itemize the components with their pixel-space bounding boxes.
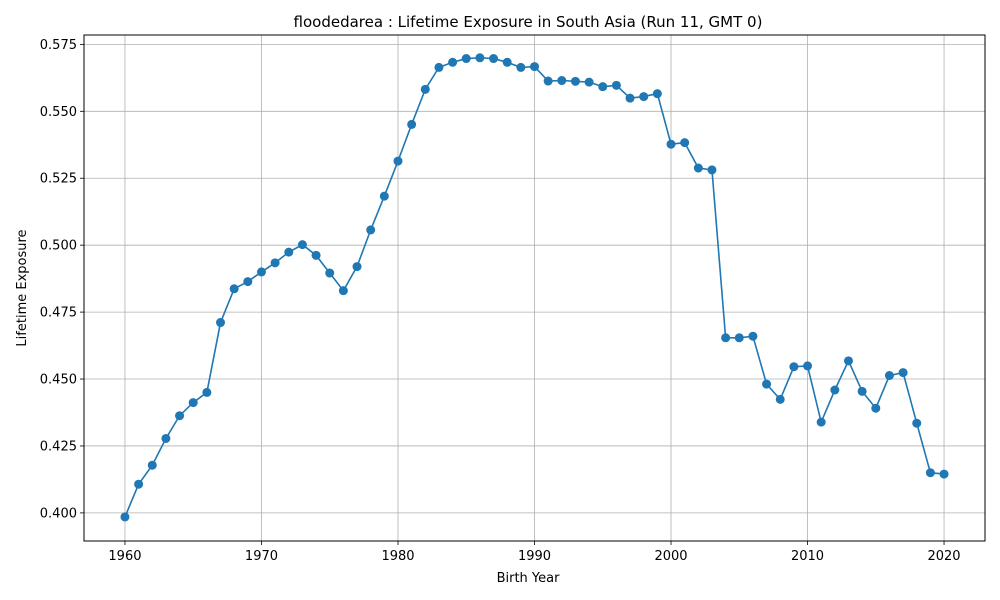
data-point — [816, 417, 826, 427]
y-tick-label: 0.500 — [40, 239, 77, 254]
data-point — [762, 379, 772, 389]
data-point — [297, 240, 307, 250]
y-axis-title: Lifetime Exposure — [15, 229, 30, 346]
data-point — [420, 84, 430, 94]
data-point — [530, 62, 539, 72]
grid — [84, 35, 985, 541]
data-point — [475, 53, 485, 63]
y-tick-label: 0.525 — [40, 172, 77, 187]
data-point — [680, 138, 690, 148]
data-point — [270, 258, 280, 268]
data-point — [748, 331, 758, 341]
data-point — [898, 368, 908, 378]
data-point — [352, 262, 362, 272]
data-point — [543, 76, 553, 86]
data-point — [379, 191, 389, 201]
x-tick-label: 1970 — [245, 549, 278, 564]
data-point — [434, 62, 444, 72]
x-tick-label: 2000 — [654, 549, 687, 564]
data-point — [584, 77, 594, 87]
series-flooded-area — [120, 53, 949, 522]
y-tick-label: 0.425 — [40, 439, 77, 454]
x-tick-label: 2020 — [927, 549, 960, 564]
series-markers — [120, 53, 949, 522]
data-point — [789, 362, 799, 372]
x-tick-label: 2010 — [791, 549, 824, 564]
data-point — [161, 433, 171, 443]
data-point — [925, 468, 935, 478]
data-point — [707, 165, 717, 175]
y-axis-ticks: 0.400 0.425 0.450 0.475 0.500 0.525 0.550 0.575 — [40, 38, 84, 521]
data-point — [516, 62, 526, 72]
data-point — [448, 57, 458, 67]
x-tick-label: 1980 — [381, 549, 414, 564]
data-point — [311, 250, 321, 260]
data-point — [202, 387, 212, 397]
data-point — [843, 356, 853, 366]
data-point — [721, 333, 731, 343]
data-point — [693, 163, 703, 173]
data-point — [598, 82, 608, 92]
data-point — [489, 54, 499, 64]
data-point — [939, 469, 949, 479]
data-point — [120, 512, 130, 522]
data-point — [243, 277, 253, 287]
data-point — [666, 139, 676, 149]
data-point — [734, 333, 744, 343]
data-point — [502, 57, 512, 67]
data-point — [256, 267, 266, 277]
y-tick-label: 0.400 — [40, 506, 77, 521]
data-point — [803, 361, 813, 371]
data-point — [625, 93, 635, 103]
data-point — [611, 80, 621, 90]
x-axis-title: Birth Year — [497, 571, 561, 586]
data-point — [557, 76, 567, 86]
data-point — [871, 403, 881, 413]
data-point — [652, 89, 662, 99]
data-point — [366, 225, 376, 235]
data-point — [830, 385, 840, 395]
y-tick-label: 0.475 — [40, 306, 77, 321]
x-tick-label: 1990 — [518, 549, 551, 564]
chart-title: floodedarea : Lifetime Exposure in South… — [294, 13, 763, 31]
data-point — [134, 479, 144, 489]
data-point — [407, 119, 417, 129]
data-point — [216, 318, 226, 328]
data-point — [884, 371, 894, 381]
data-point — [639, 92, 649, 102]
y-tick-label: 0.450 — [40, 373, 77, 388]
y-tick-label: 0.550 — [40, 105, 77, 120]
data-point — [461, 54, 471, 64]
data-point — [393, 156, 403, 166]
data-point — [325, 268, 335, 278]
data-point — [175, 411, 185, 421]
data-point — [229, 284, 239, 294]
data-point — [570, 76, 580, 86]
data-point — [775, 394, 785, 404]
y-tick-label: 0.575 — [40, 38, 77, 53]
data-point — [857, 386, 867, 396]
data-point — [147, 460, 157, 470]
x-tick-label: 1960 — [108, 549, 141, 564]
x-axis-ticks: 1960 1970 1980 1990 2000 2010 2020 — [108, 541, 961, 564]
data-point — [912, 418, 922, 428]
data-point — [338, 286, 348, 296]
data-point — [284, 247, 294, 257]
data-point — [188, 398, 198, 408]
